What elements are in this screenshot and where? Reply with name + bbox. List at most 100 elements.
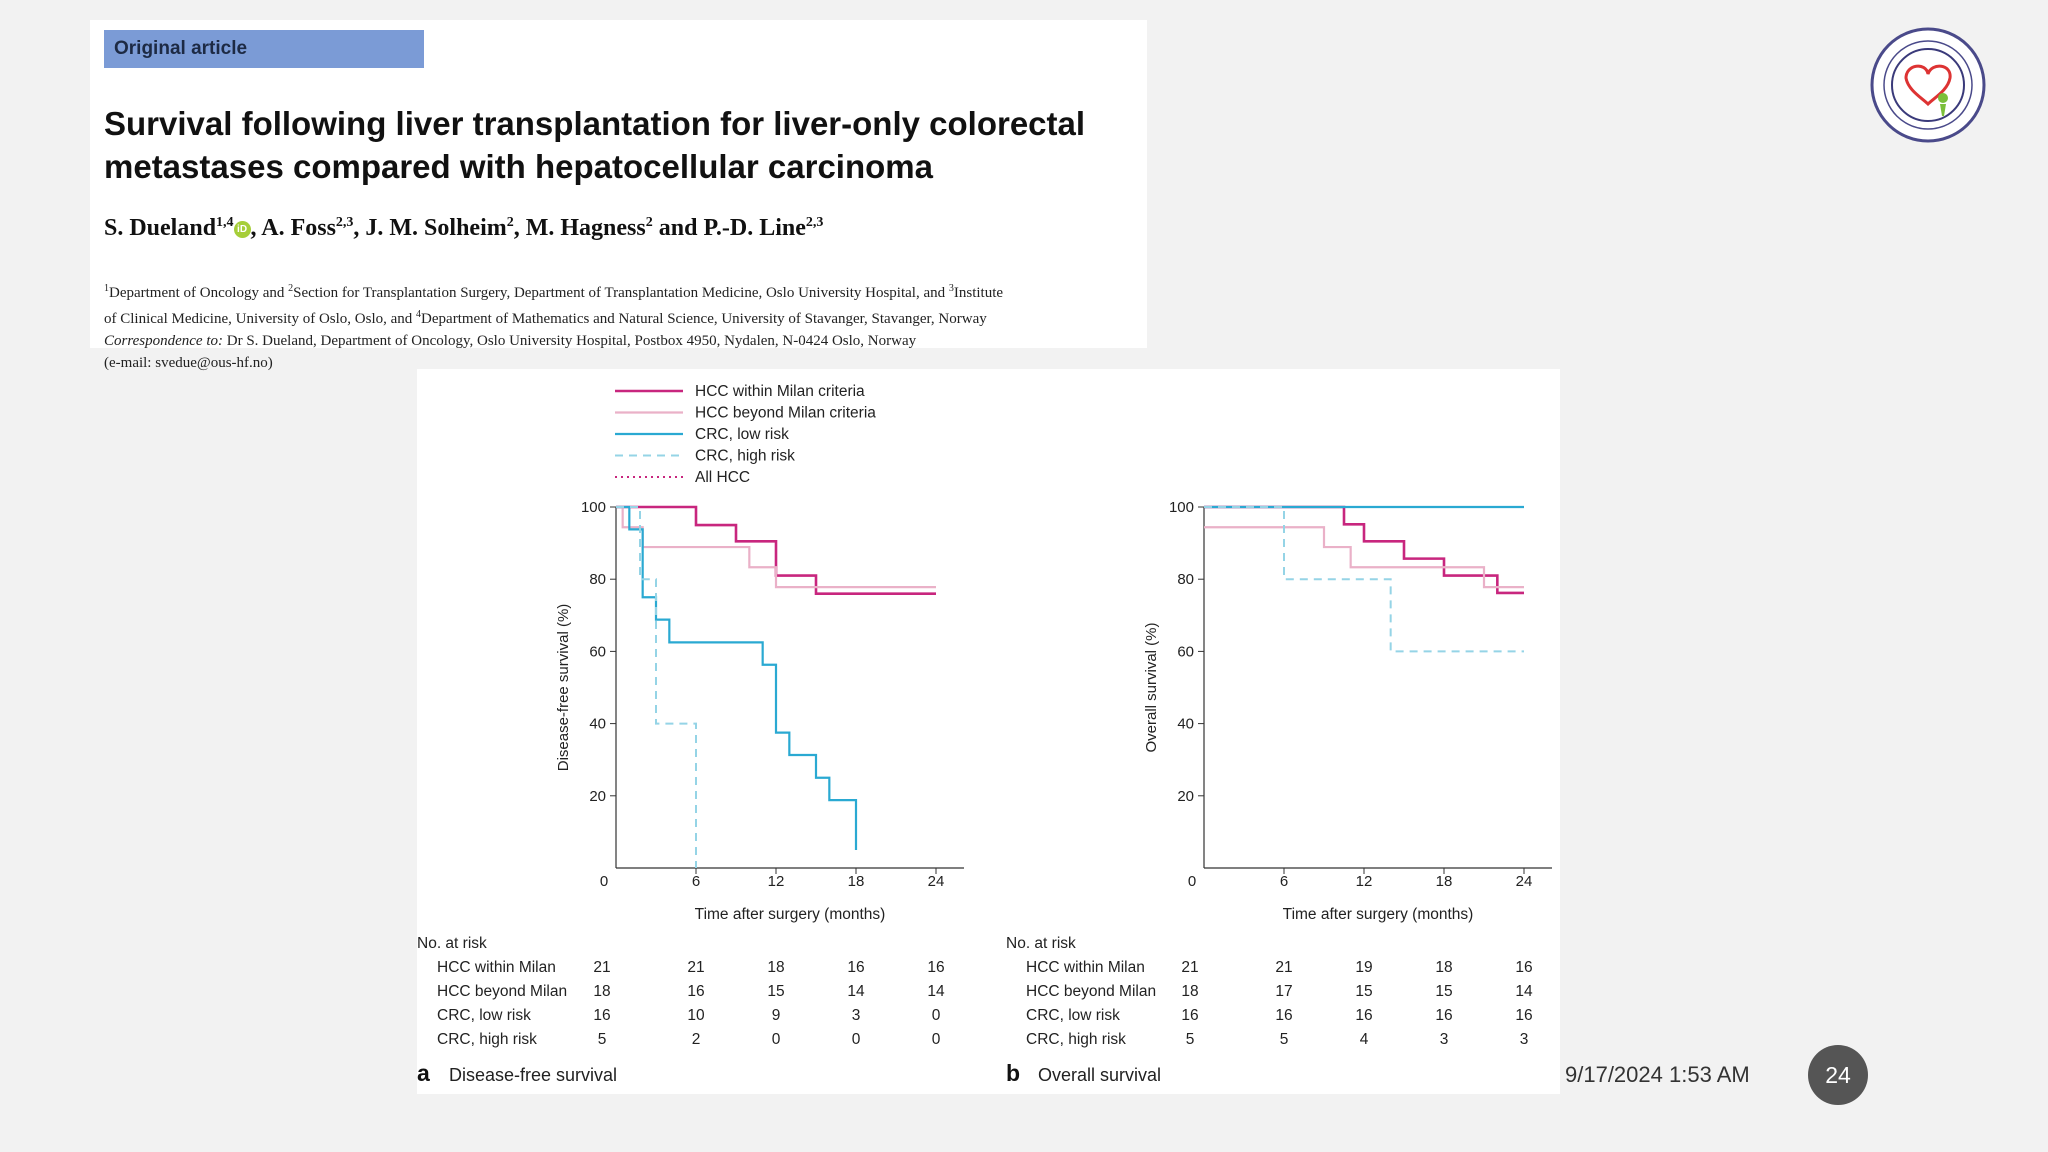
risk-count: 16	[847, 959, 864, 976]
author-name: S. Dueland	[104, 215, 217, 241]
risk-count: 21	[687, 959, 704, 976]
risk-group-label: CRC, low risk	[1026, 1007, 1120, 1024]
risk-count: 16	[1355, 1007, 1372, 1024]
risk-count: 5	[1186, 1031, 1195, 1048]
risk-count: 19	[1355, 959, 1372, 976]
risk-count: 3	[1440, 1031, 1449, 1048]
panel-title: Disease-free survival	[449, 1065, 617, 1085]
km-curve	[616, 505, 936, 595]
risk-count: 5	[1280, 1031, 1289, 1048]
risk-count: 4	[1360, 1031, 1369, 1048]
x-tick-label: 18	[1436, 873, 1453, 890]
risk-count: 16	[1275, 1007, 1292, 1024]
legend-label: HCC beyond Milan criteria	[695, 405, 876, 422]
risk-count: 10	[687, 1007, 705, 1024]
x-tick-label: 12	[768, 873, 785, 890]
x-axis-label: Time after surgery (months)	[695, 906, 886, 923]
risk-group-label: HCC beyond Milan	[1026, 983, 1156, 1000]
risk-count: 0	[772, 1031, 781, 1048]
km-curve	[616, 506, 697, 868]
y-tick-label: 100	[581, 499, 606, 516]
risk-count: 16	[1515, 1007, 1532, 1024]
panel-letter: b	[1006, 1060, 1020, 1086]
km-curve	[1204, 526, 1524, 589]
institute-logo	[1870, 27, 1986, 143]
y-tick-label: 80	[1177, 571, 1194, 588]
figure-legend: HCC within Milan criteria HCC beyond Mila…	[615, 383, 876, 486]
risk-count: 21	[1181, 959, 1198, 976]
risk-table-header: No. at risk	[1006, 935, 1076, 952]
y-axis-label: Disease-free survival (%)	[555, 604, 572, 772]
y-tick-label: 100	[1169, 499, 1194, 516]
x-tick-label: 0	[600, 873, 608, 890]
risk-group-label: HCC beyond Milan	[437, 983, 567, 1000]
risk-count: 17	[1275, 983, 1292, 1000]
y-axis-label: Overall survival (%)	[1143, 622, 1160, 752]
x-tick-label: 12	[1356, 873, 1373, 890]
y-tick-label: 60	[1177, 643, 1194, 660]
author-name: J. M. Solheim	[365, 215, 507, 241]
y-tick-label: 20	[589, 788, 606, 805]
correspondence: Correspondence to: Dr S. Dueland, Depart…	[104, 333, 917, 349]
risk-count: 15	[1435, 983, 1452, 1000]
risk-count: 3	[852, 1007, 861, 1024]
slide-date: 9/17/2024 1:53 AM	[1565, 1062, 1750, 1087]
y-tick-label: 20	[1177, 788, 1194, 805]
risk-count: 16	[593, 1007, 610, 1024]
kaplan-meier-plots: HCC within Milan criteria HCC beyond Mila…	[417, 383, 1552, 1086]
risk-count: 14	[847, 983, 865, 1000]
risk-count: 9	[772, 1007, 781, 1024]
km-curve	[1204, 506, 1524, 653]
risk-group-label: CRC, high risk	[437, 1031, 537, 1048]
risk-count: 2	[692, 1031, 701, 1048]
risk-count: 16	[687, 983, 704, 1000]
risk-count: 3	[1520, 1031, 1529, 1048]
survival-figure: HCC within Milan criteria HCC beyond Mila…	[417, 369, 1560, 1094]
risk-count: 0	[932, 1031, 941, 1048]
article-title: Survival following liver transplantation…	[104, 105, 1086, 185]
y-tick-label: 80	[589, 571, 606, 588]
risk-count: 18	[767, 959, 784, 976]
km-curve	[1204, 505, 1524, 595]
author-name: M. Hagness	[525, 215, 646, 241]
y-tick-label: 40	[589, 716, 606, 733]
slide-number: 24	[1808, 1045, 1868, 1105]
panel-title: Overall survival	[1038, 1065, 1161, 1085]
risk-count: 5	[598, 1031, 607, 1048]
overall-survival-panel: 20 40 60 80 100 0 6 12 18 24 Overall survival (%) T…	[1006, 499, 1552, 1086]
km-curve	[616, 505, 936, 589]
risk-group-label: CRC, low risk	[437, 1007, 531, 1024]
risk-count: 16	[1515, 959, 1532, 976]
risk-group-label: CRC, high risk	[1026, 1031, 1126, 1048]
orcid-icon[interactable]: iD	[233, 220, 251, 238]
risk-count: 14	[1515, 983, 1533, 1000]
author-name: A. Foss	[261, 215, 336, 241]
x-tick-label: 6	[692, 873, 700, 890]
x-tick-label: 6	[1280, 873, 1288, 890]
x-axis-label: Time after surgery (months)	[1283, 906, 1474, 923]
risk-count: 16	[927, 959, 944, 976]
risk-count: 21	[593, 959, 610, 976]
article-type-tag: Original article	[104, 30, 424, 68]
x-tick-label: 0	[1188, 873, 1196, 890]
article-header: Original article Survival following live…	[90, 20, 1147, 371]
risk-count: 21	[1275, 959, 1292, 976]
affiliations: 1Department of Oncology and 2Section for…	[104, 278, 1134, 374]
email: (e-mail: svedue@ous-hf.no)	[104, 355, 273, 371]
x-tick-label: 18	[848, 873, 865, 890]
author-list: S. Dueland1,4 iD, A. Foss2,3, J. M. Solhe…	[104, 215, 824, 241]
risk-count: 14	[927, 983, 945, 1000]
risk-count: 0	[852, 1031, 861, 1048]
author-name: P.-D. Line	[703, 215, 806, 241]
risk-group-label: HCC within Milan	[437, 959, 556, 976]
risk-count: 16	[1181, 1007, 1198, 1024]
legend-label: CRC, low risk	[695, 426, 789, 443]
risk-table-header: No. at risk	[417, 935, 487, 952]
risk-count: 15	[1355, 983, 1372, 1000]
risk-count: 18	[1435, 959, 1452, 976]
km-curve	[616, 505, 858, 850]
y-tick-label: 60	[589, 643, 606, 660]
y-tick-label: 40	[1177, 716, 1194, 733]
x-tick-label: 24	[1516, 873, 1533, 890]
